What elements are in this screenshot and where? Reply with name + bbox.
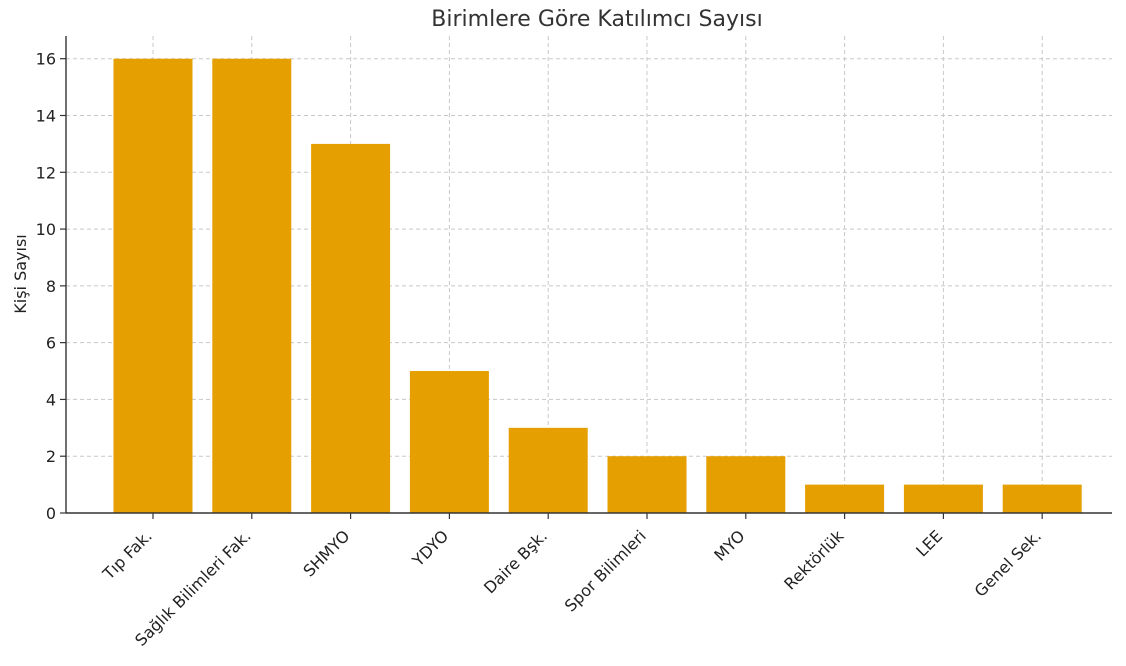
x-tick-label: Rektörlük: [780, 526, 848, 594]
x-tick-label: Daire Bşk.: [480, 526, 551, 597]
chart-title: Birimlere Göre Katılımcı Sayısı: [431, 7, 762, 32]
x-tick-label: Genel Sek.: [971, 526, 1045, 600]
x-tick-label: Tıp Fak.: [98, 526, 156, 584]
y-tick-label: 6: [46, 334, 56, 353]
bar: [311, 143, 391, 513]
bar: [607, 456, 687, 513]
y-tick-label: 16: [36, 50, 56, 69]
x-tick-label: MYO: [710, 526, 748, 564]
y-tick-label: 8: [46, 277, 56, 296]
bar: [805, 484, 885, 513]
x-tick-label: LEE: [912, 526, 946, 560]
x-tick-label: YDYO: [408, 526, 452, 570]
y-tick-label: 14: [36, 107, 56, 126]
bar: [706, 456, 786, 513]
y-axis-label: Kişi Sayısı: [11, 234, 30, 313]
x-tick-label: SHMYO: [299, 526, 353, 580]
bar: [113, 58, 193, 513]
bar: [508, 427, 588, 513]
y-tick-label: 2: [46, 447, 56, 466]
x-tick-label: Spor Bilimleri: [561, 526, 650, 615]
bar: [409, 371, 489, 513]
y-tick-label: 12: [36, 163, 56, 182]
y-tick-label: 4: [46, 390, 56, 409]
bar: [212, 58, 292, 513]
bar: [903, 484, 983, 513]
bar: [1002, 484, 1082, 513]
y-tick-label: 0: [46, 504, 56, 523]
y-tick-label: 10: [36, 220, 56, 239]
bar-layer: [113, 58, 1082, 513]
